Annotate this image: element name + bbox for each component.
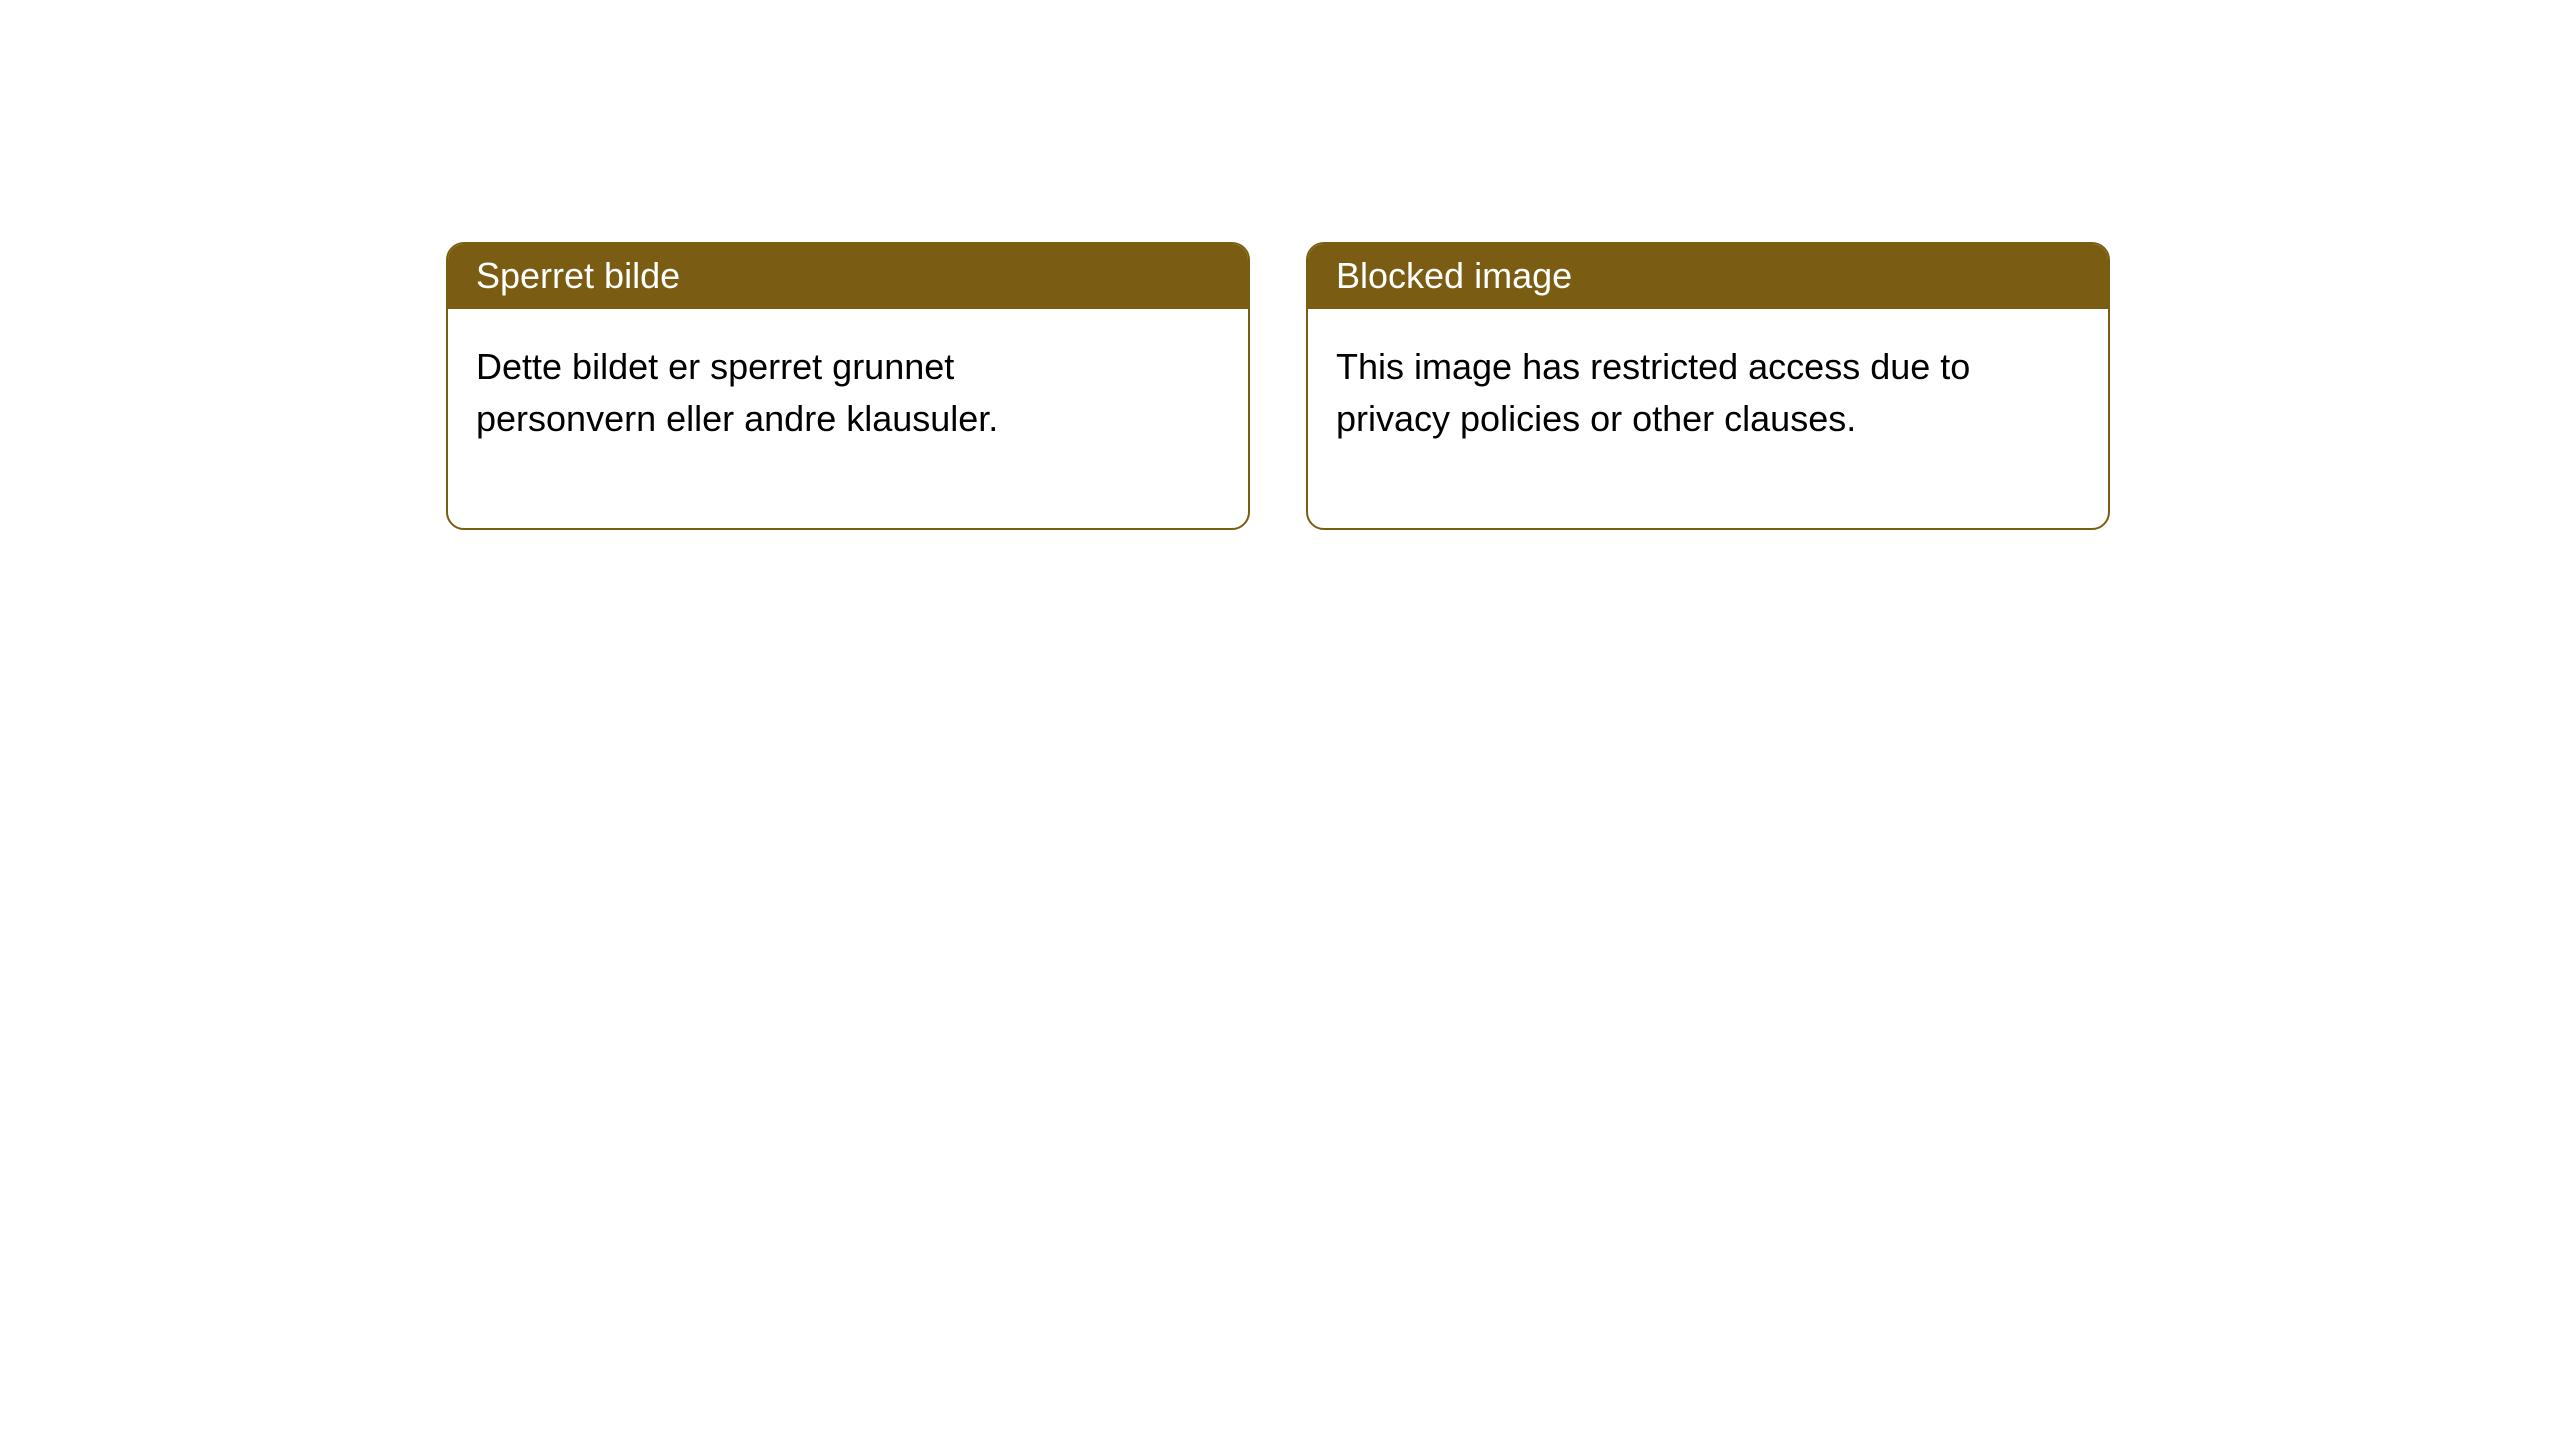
notice-header: Blocked image <box>1308 244 2108 309</box>
notice-body: Dette bildet er sperret grunnet personve… <box>448 309 1168 527</box>
notice-container: Sperret bilde Dette bildet er sperret gr… <box>0 0 2560 530</box>
notice-card-english: Blocked image This image has restricted … <box>1306 242 2110 530</box>
notice-body: This image has restricted access due to … <box>1308 309 2028 527</box>
notice-card-norwegian: Sperret bilde Dette bildet er sperret gr… <box>446 242 1250 530</box>
notice-header: Sperret bilde <box>448 244 1248 309</box>
